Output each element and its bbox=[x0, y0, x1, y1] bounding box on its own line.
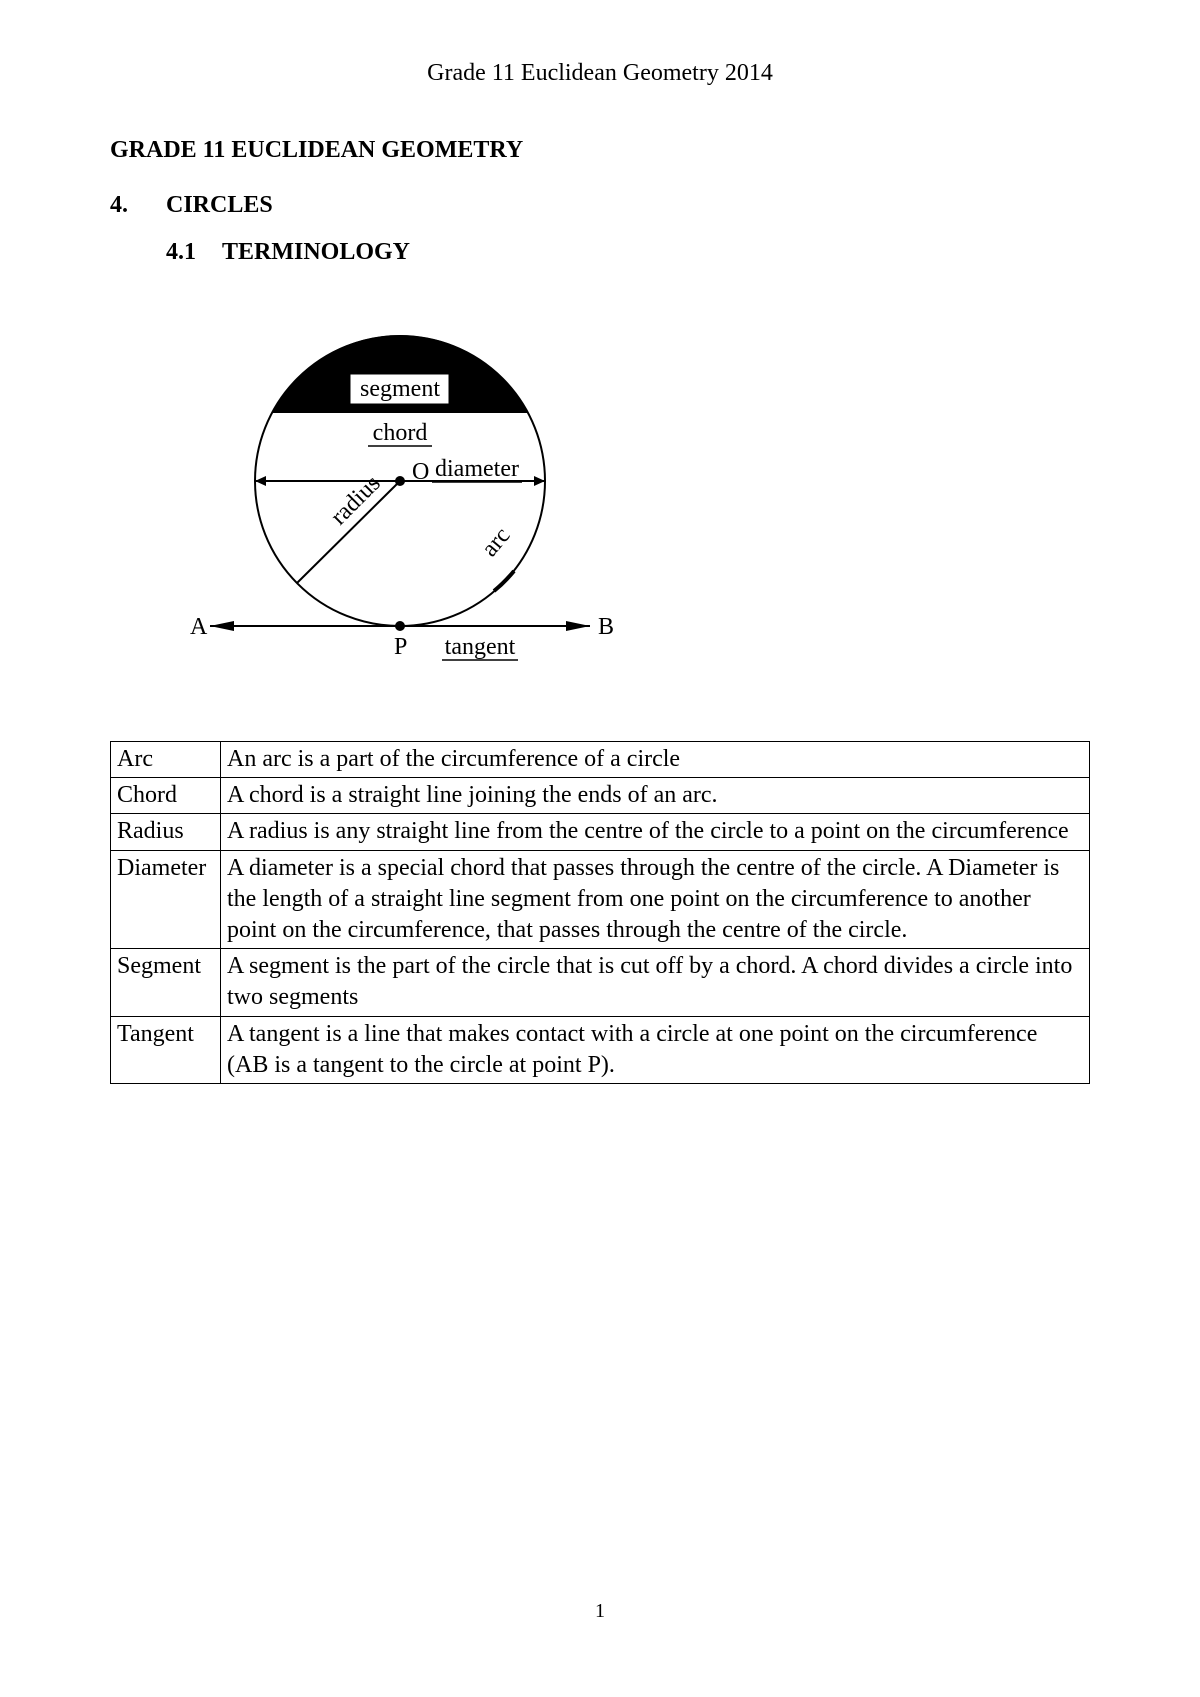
definition-cell: A radius is any straight line from the c… bbox=[221, 814, 1090, 850]
diameter-arrow-right bbox=[534, 476, 545, 486]
segment-label: segment bbox=[360, 376, 440, 402]
definition-cell: An arc is a part of the circumference of… bbox=[221, 742, 1090, 778]
subsection-title: TERMINOLOGY bbox=[222, 239, 410, 266]
table-row: ArcAn arc is a part of the circumference… bbox=[111, 742, 1090, 778]
section-row: 4. CIRCLES bbox=[110, 192, 1090, 219]
circle-diagram: segment chord diameter O radius bbox=[180, 306, 1090, 681]
definition-cell: A chord is a straight line joining the e… bbox=[221, 778, 1090, 814]
subsection-number: 4.1 bbox=[166, 239, 222, 266]
radius-label: radius bbox=[326, 470, 386, 530]
arc-label: arc bbox=[477, 523, 516, 562]
section-number: 4. bbox=[110, 192, 166, 219]
term-cell: Tangent bbox=[111, 1016, 221, 1083]
section-title: CIRCLES bbox=[166, 192, 273, 219]
document-title: GRADE 11 EUCLIDEAN GEOMETRY bbox=[110, 137, 1090, 164]
point-p-dot bbox=[395, 621, 405, 631]
table-row: DiameterA diameter is a special chord th… bbox=[111, 850, 1090, 949]
table-row: SegmentA segment is the part of the circ… bbox=[111, 949, 1090, 1016]
point-a-label: A bbox=[190, 614, 208, 640]
definitions-table: ArcAn arc is a part of the circumference… bbox=[110, 741, 1090, 1084]
tangent-label: tangent bbox=[445, 634, 516, 660]
arc-segment bbox=[494, 571, 514, 591]
definition-cell: A diameter is a special chord that passe… bbox=[221, 850, 1090, 949]
table-row: TangentA tangent is a line that makes co… bbox=[111, 1016, 1090, 1083]
chord-label: chord bbox=[373, 420, 428, 446]
circle-svg: segment chord diameter O radius bbox=[180, 306, 620, 676]
table-row: ChordA chord is a straight line joining … bbox=[111, 778, 1090, 814]
definition-cell: A tangent is a line that makes contact w… bbox=[221, 1016, 1090, 1083]
page-content: Grade 11 Euclidean Geometry 2014 GRADE 1… bbox=[0, 0, 1200, 1144]
term-cell: Arc bbox=[111, 742, 221, 778]
center-label: O bbox=[412, 459, 429, 485]
term-cell: Chord bbox=[111, 778, 221, 814]
diameter-label: diameter bbox=[435, 456, 519, 482]
diameter-arrow-left bbox=[255, 476, 266, 486]
term-cell: Segment bbox=[111, 949, 221, 1016]
definition-cell: A segment is the part of the circle that… bbox=[221, 949, 1090, 1016]
point-b-label: B bbox=[598, 614, 614, 640]
tangent-arrow-right bbox=[566, 621, 590, 631]
table-row: RadiusA radius is any straight line from… bbox=[111, 814, 1090, 850]
term-cell: Diameter bbox=[111, 850, 221, 949]
subsection-row: 4.1 TERMINOLOGY bbox=[166, 239, 1090, 266]
page-header: Grade 11 Euclidean Geometry 2014 bbox=[110, 60, 1090, 87]
page-number: 1 bbox=[0, 1600, 1200, 1623]
term-cell: Radius bbox=[111, 814, 221, 850]
tangent-arrow-left bbox=[210, 621, 234, 631]
point-p-label: P bbox=[394, 634, 407, 660]
